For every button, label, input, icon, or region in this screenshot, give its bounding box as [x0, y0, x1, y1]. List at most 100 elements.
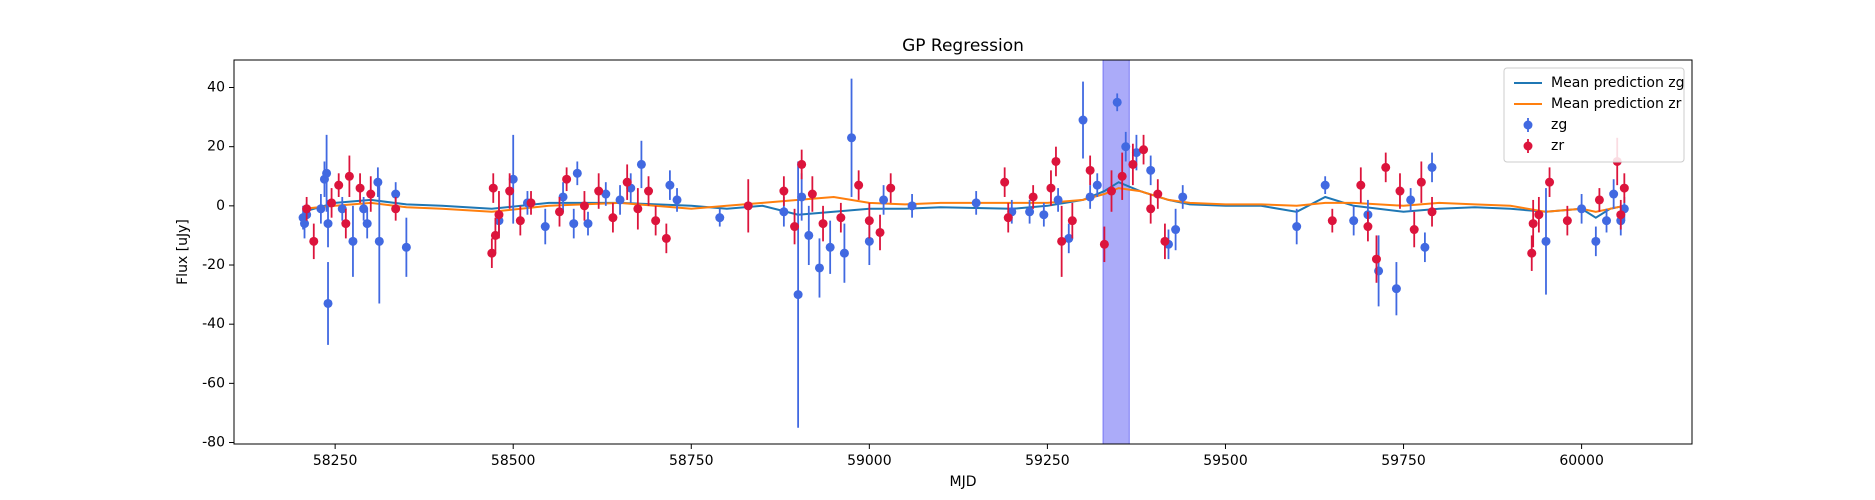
data-point [366, 189, 376, 199]
y-tick-label: 40 [207, 80, 225, 96]
data-point [1609, 189, 1619, 199]
data-point [886, 183, 896, 193]
axes-frame [233, 59, 1693, 445]
plot-area [298, 60, 1629, 444]
data-point [779, 207, 789, 217]
data-point [1000, 177, 1010, 187]
y-axis-label: Flux [uJy] [175, 219, 191, 285]
data-point [391, 189, 401, 199]
data-point [401, 242, 411, 252]
data-point [644, 186, 654, 196]
data-point [601, 189, 611, 199]
data-point [1356, 180, 1366, 190]
data-point [1046, 183, 1056, 193]
data-point [779, 186, 789, 196]
data-point [864, 216, 874, 226]
data-point [1406, 195, 1416, 205]
legend-label: Mean prediction zr [1551, 96, 1682, 112]
data-point [494, 210, 504, 220]
data-point [839, 248, 849, 258]
data-point [309, 236, 319, 246]
data-point [854, 180, 864, 190]
data-point [1528, 219, 1538, 229]
data-point [1420, 242, 1430, 252]
x-tick-label: 59250 [1025, 453, 1070, 469]
legend-marker [1523, 120, 1533, 130]
data-point [1427, 162, 1437, 172]
data-point [323, 298, 333, 308]
data-point [825, 242, 835, 252]
data-point [793, 290, 803, 300]
data-point [1146, 165, 1156, 175]
data-point [334, 180, 344, 190]
data-point [1374, 266, 1384, 276]
data-point [1562, 216, 1572, 226]
data-point [1577, 204, 1587, 214]
data-point [1025, 207, 1035, 217]
data-point [1391, 284, 1401, 294]
data-point [1381, 162, 1391, 172]
data-point [633, 204, 643, 214]
legend-label: zr [1551, 138, 1564, 154]
data-point [373, 177, 383, 187]
data-point [391, 204, 401, 214]
data-point [337, 204, 347, 214]
data-point [355, 183, 365, 193]
data-point [1003, 213, 1013, 223]
data-point [583, 219, 593, 229]
data-point [1067, 216, 1077, 226]
data-point [879, 195, 889, 205]
data-point [1028, 192, 1038, 202]
data-point [505, 186, 515, 196]
y-tick-label: 20 [207, 139, 225, 155]
data-point [362, 219, 372, 229]
data-point [1349, 216, 1359, 226]
data-point [323, 219, 333, 229]
data-point [1371, 254, 1381, 264]
data-point [1427, 207, 1437, 217]
legend-box [1503, 67, 1685, 163]
data-point [661, 233, 671, 243]
data-point [622, 177, 632, 187]
data-point [562, 174, 572, 184]
data-point [1112, 97, 1122, 107]
data-point [1320, 180, 1330, 190]
data-point [341, 219, 351, 229]
data-point [1363, 222, 1373, 232]
data-point [864, 236, 874, 246]
data-point [579, 201, 589, 211]
data-point [300, 219, 310, 229]
data-point [302, 204, 312, 214]
data-point [1153, 189, 1163, 199]
data-point [1527, 248, 1537, 258]
y-tick-label: -60 [202, 375, 225, 391]
data-point [615, 195, 625, 205]
data-point [1078, 115, 1088, 125]
data-point [488, 183, 498, 193]
data-point [1616, 210, 1626, 220]
data-point [836, 213, 846, 223]
data-point [540, 222, 550, 232]
data-point [1051, 156, 1061, 166]
data-point [1545, 177, 1555, 187]
data-point [1395, 186, 1405, 196]
data-point [1107, 186, 1117, 196]
data-point [875, 227, 885, 237]
data-point [348, 236, 358, 246]
data-point [1128, 159, 1138, 169]
data-point [487, 248, 497, 258]
data-point [1178, 192, 1188, 202]
highlight-span [1102, 60, 1130, 444]
data-point [1053, 195, 1063, 205]
data-point [907, 201, 917, 211]
data-point [1591, 236, 1601, 246]
data-point [608, 213, 618, 223]
data-point [1131, 148, 1141, 158]
data-point [807, 189, 817, 199]
data-point [1121, 142, 1131, 152]
data-point [1409, 225, 1419, 235]
data-point [1057, 236, 1067, 246]
x-tick-label: 58500 [491, 453, 536, 469]
data-point [971, 198, 981, 208]
data-point [743, 201, 753, 211]
